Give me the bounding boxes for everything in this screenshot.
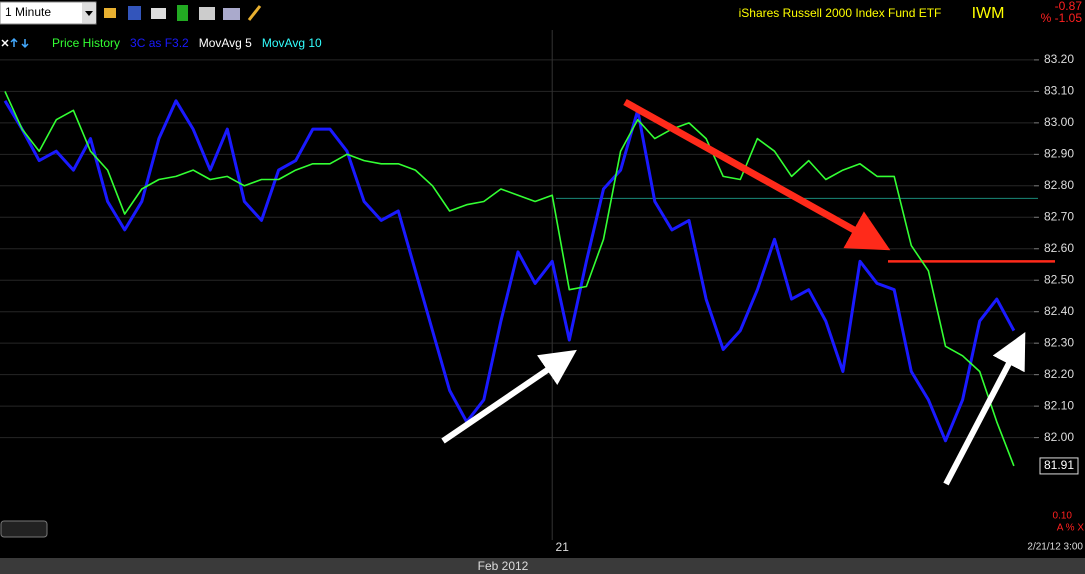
symbol: IWM [972,5,1005,22]
dollar-icon[interactable] [177,5,188,21]
card-icon[interactable] [223,8,240,20]
y-tick-label: 82.30 [1044,335,1074,349]
y-tick-label: 83.00 [1044,115,1074,129]
lock-icon[interactable] [104,8,116,18]
annotation-arrow [943,332,1026,486]
lower-pane-value: 0.10 [1053,511,1073,522]
y-tick-label: 83.10 [1044,84,1074,98]
legend: Price History 3C as F3.2 MovAvg 5 MovAvg 10 [52,36,322,50]
dropdown-arrow [85,11,93,16]
legend-entry[interactable]: 3C as F3.2 [130,36,189,50]
y-tick-label: 82.40 [1044,304,1074,318]
title: iShares Russell 2000 Index Fund ETF [739,6,942,20]
legend-entry[interactable]: MovAvg 5 [199,36,252,50]
y-tick-label: 82.20 [1044,367,1074,381]
x-axis-label: Feb 2012 [478,559,529,573]
legend-entry[interactable]: MovAvg 10 [262,36,322,50]
y-tick-label: 82.10 [1044,398,1074,412]
y-tick-label: 83.20 [1044,52,1074,66]
series-line [3,99,1016,443]
legend-down-icon[interactable] [21,39,29,49]
scroll-handle[interactable] [0,520,48,538]
lower-pane-controls[interactable]: A % X [1057,523,1085,534]
y-tick-label: 82.70 [1044,209,1074,223]
y-tick-label: 82.90 [1044,146,1074,160]
interval-label: 1 Minute [5,5,51,19]
series-line [4,91,1015,467]
last-price-label: 81.91 [1044,458,1074,472]
y-tick-label: 82.50 [1044,272,1074,286]
legend-close-icon[interactable] [1,39,9,47]
annotation-arrow [623,98,891,251]
y-tick-label: 82.80 [1044,178,1074,192]
timestamp: 2/21/12 3:00 [1027,542,1083,553]
change: -0.87 [1055,0,1083,13]
date-bar [0,558,1085,574]
pencil-icon[interactable] [247,5,262,21]
plot-area: 82.00 82.10 82.20 82.30 82.40 82.50 82.60 82.70… [0,30,1079,554]
mail-icon[interactable] [151,8,166,19]
y-tick-label: 82.60 [1044,241,1074,255]
legend-entry[interactable]: Price History [52,36,120,50]
last-price-box [1039,457,1079,475]
save-icon[interactable] [128,6,141,20]
annotation-arrow [441,349,577,444]
legend-up-icon[interactable] [10,37,18,47]
y-tick-label: 82.00 [1044,430,1074,444]
change-percent: % -1.05 [1041,11,1083,25]
print-icon[interactable] [199,7,215,20]
x-tick-label: 21 [556,540,570,554]
